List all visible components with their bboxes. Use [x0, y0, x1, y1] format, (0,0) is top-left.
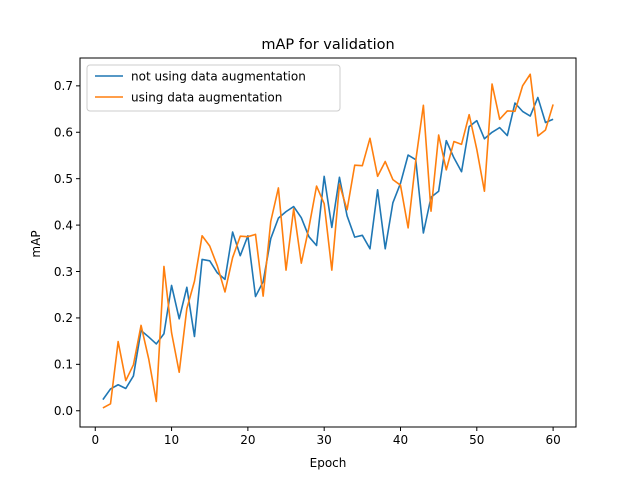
legend-label: using data augmentation	[131, 91, 282, 105]
y-axis-ticks: 0.0 0.1 0.2 0.3 0.4 0.5 0.6 0.7	[54, 79, 80, 418]
x-tick-label: 20	[240, 433, 255, 447]
series-layer	[102, 73, 554, 409]
legend: not using data augmentation using data au…	[86, 64, 341, 112]
x-tick-label: 40	[393, 433, 408, 447]
y-tick-label: 0.0	[54, 404, 73, 418]
y-tick-label: 0.4	[54, 218, 73, 232]
x-tick-label: 10	[164, 433, 179, 447]
y-tick-label: 0.7	[54, 79, 73, 93]
series-line-2	[102, 73, 554, 409]
x-tick-label: 60	[545, 433, 560, 447]
y-axis-label: mAP	[29, 230, 43, 257]
y-tick-label: 0.6	[54, 126, 73, 140]
x-tick-label: 0	[91, 433, 99, 447]
y-tick-label: 0.3	[54, 265, 73, 279]
x-tick-label: 50	[469, 433, 484, 447]
y-tick-label: 0.2	[54, 311, 73, 325]
x-axis-label: Epoch	[310, 456, 347, 470]
legend-frame	[86, 64, 341, 112]
y-tick-label: 0.5	[54, 172, 73, 186]
plot-frame	[79, 57, 577, 428]
chart-title: mAP for validation	[261, 37, 394, 53]
x-axis-ticks: 0 10 20 30 40 50 60	[91, 427, 561, 447]
x-tick-label: 30	[317, 433, 332, 447]
legend-label: not using data augmentation	[131, 70, 306, 84]
y-tick-label: 0.1	[54, 358, 73, 372]
series-line-1	[102, 96, 554, 401]
